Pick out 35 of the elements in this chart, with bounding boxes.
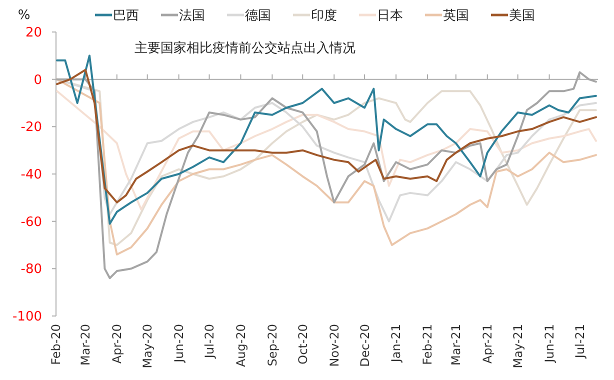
- x-tick-label: Sep-20: [265, 324, 280, 366]
- x-tick-label: Nov-20: [327, 324, 342, 367]
- y-tick-label: 20: [25, 26, 42, 41]
- x-tick-label: Apr-20: [110, 324, 124, 364]
- y-tick-label: 0: [34, 72, 42, 88]
- x-tick-label: Apr-21: [480, 324, 495, 364]
- legend-label: 英国: [443, 8, 469, 24]
- x-tick-label: Mar-21: [449, 324, 464, 366]
- text: 主要国家相比疫情前公交站点出入情况: [134, 40, 356, 56]
- legend-label: 德国: [245, 8, 271, 24]
- x-tick-label: Oct-20: [296, 324, 310, 364]
- y-tick-label: -100: [12, 310, 42, 325]
- x-tick-label: Jan-21: [389, 324, 404, 364]
- x-tick-label: Mar-20: [78, 324, 93, 366]
- y-tick-label: -80: [20, 262, 42, 278]
- x-tick-label: Jul-20: [202, 324, 216, 360]
- x-tick-label: May-20: [140, 324, 155, 368]
- legend-label: 巴西: [113, 8, 139, 24]
- legend-label: 法国: [179, 8, 205, 24]
- x-tick-label: Feb-20: [49, 324, 64, 365]
- x-tick-label: Dec-20: [358, 324, 372, 367]
- x-tick-label: Feb-21: [420, 324, 435, 365]
- y-axis-title: %: [18, 8, 30, 23]
- x-tick-label: Jun-21: [542, 324, 556, 364]
- x-tick-label: Jul-21: [572, 324, 587, 360]
- legend-label: 日本: [377, 8, 403, 24]
- x-tick-label: Aug-20: [234, 324, 248, 368]
- x-tick-label: May-21: [511, 324, 526, 368]
- y-tick-label: -20: [20, 120, 42, 136]
- legend-label: 印度: [311, 8, 337, 24]
- y-tick-label: -60: [20, 214, 42, 230]
- legend-label: 美国: [509, 8, 535, 24]
- y-tick-label: -40: [20, 168, 42, 183]
- line-series: [56, 90, 597, 210]
- x-tick-label: Jun-20: [172, 324, 186, 364]
